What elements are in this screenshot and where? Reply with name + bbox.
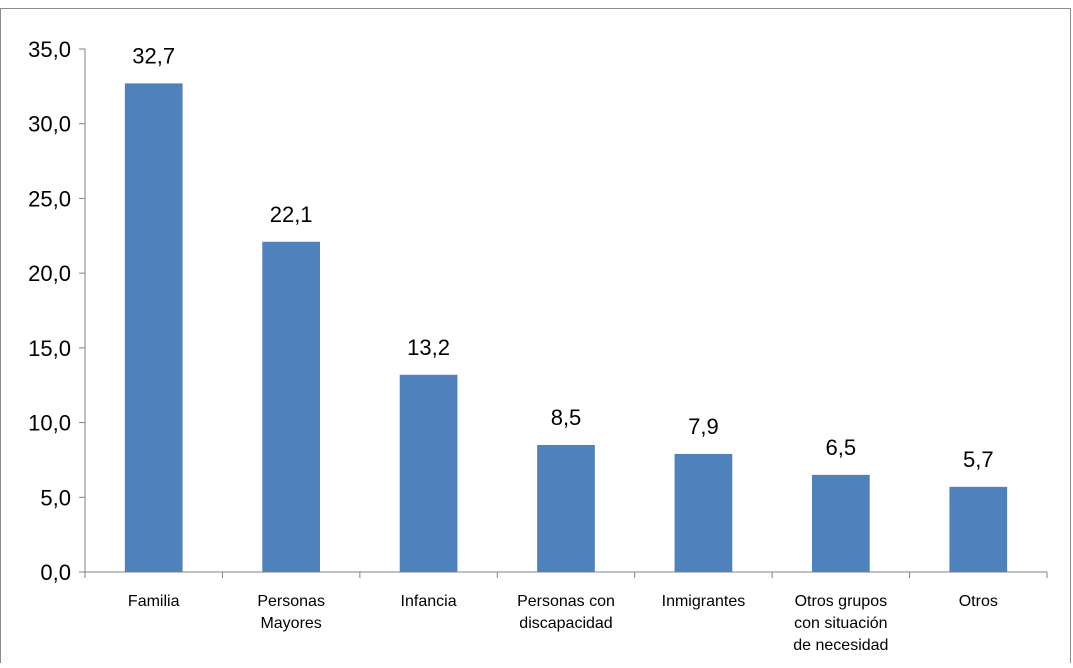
data-label: 13,2	[407, 335, 450, 360]
y-tick-label: 0,0	[40, 560, 71, 585]
x-tick-label-line: Personas	[257, 593, 325, 610]
data-label: 6,5	[826, 435, 857, 460]
bar	[949, 486, 1008, 572]
x-tick-label-line: de necesidad	[793, 637, 888, 654]
y-tick-label: 15,0	[28, 336, 71, 361]
x-tick-label-line: Otros	[959, 593, 998, 610]
bars	[124, 83, 1008, 573]
bar	[674, 453, 733, 572]
x-tick-label: Personas Mayores	[257, 593, 325, 632]
x-tick-label: Otros grupos con situación de necesidad	[793, 593, 888, 654]
y-tick-label: 10,0	[28, 411, 71, 436]
x-tick-label-line: Infancia	[401, 593, 457, 610]
data-label: 5,7	[963, 447, 994, 472]
x-tick-label: Personas con discapacidad	[517, 593, 615, 632]
x-tick-label-line: Familia	[128, 593, 180, 610]
x-tick-label-line: Inmigrantes	[662, 593, 746, 610]
category-labels: Familia Personas Mayores Infancia Personas c…	[128, 593, 998, 654]
x-tick-label: Familia	[128, 593, 180, 610]
x-tick-label: Inmigrantes	[662, 593, 746, 610]
x-tick-label-line: Mayores	[260, 615, 321, 632]
bar	[537, 444, 595, 572]
data-label: 22,1	[270, 202, 313, 227]
bar	[262, 241, 321, 572]
y-tick-label: 30,0	[28, 112, 71, 137]
data-label: 32,7	[132, 43, 175, 68]
bar	[124, 83, 183, 573]
y-tick-label: 20,0	[28, 261, 71, 286]
data-label: 7,9	[688, 414, 719, 439]
x-axis	[84, 571, 1048, 578]
x-tick-label-line: con situación	[794, 615, 887, 632]
x-tick-label-line: Personas con	[517, 593, 615, 610]
x-tick-label: Infancia	[401, 593, 457, 610]
chart-border	[0, 8, 1071, 668]
y-tick-label: 35,0	[28, 37, 71, 62]
x-tick-label-line: Otros grupos	[795, 593, 887, 610]
bar	[399, 374, 458, 572]
bar	[811, 474, 870, 572]
y-axis: 0,0 5,0 10,0 15,0 20,0 25,0 30,0 35,0	[28, 37, 86, 585]
data-label: 8,5	[551, 405, 582, 430]
y-tick-label: 5,0	[40, 485, 71, 510]
y-tick-label: 25,0	[28, 186, 71, 211]
x-tick-label-line: discapacidad	[519, 615, 612, 632]
x-tick-label: Otros	[959, 593, 998, 610]
value-labels: 32,7 22,1 13,2 8,5 7,9 6,5 5,7	[132, 43, 993, 471]
